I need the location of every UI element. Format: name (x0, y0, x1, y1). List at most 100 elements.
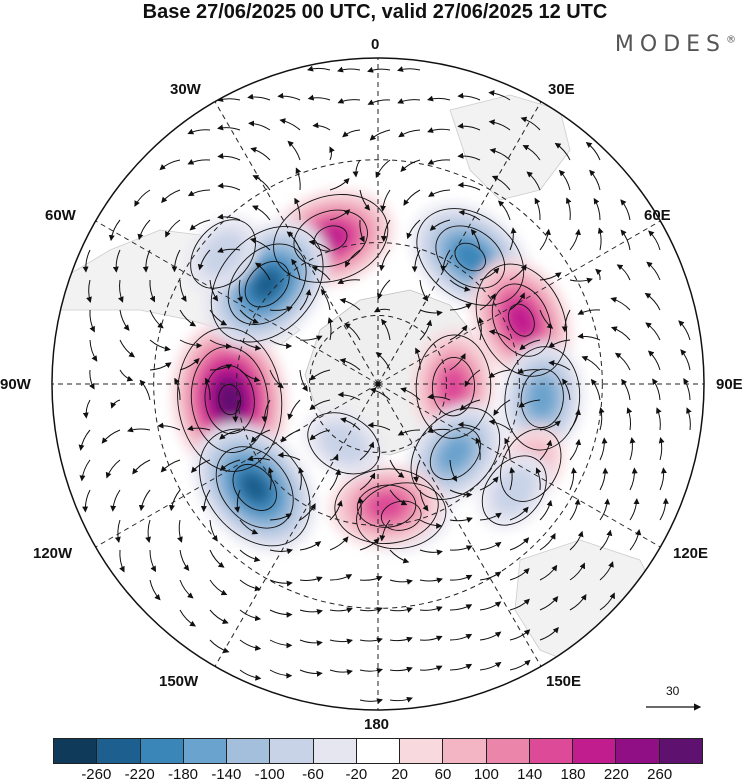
colorbar-tick-label: 100 (473, 766, 499, 783)
wind-vector (127, 426, 151, 433)
wind-vector (267, 467, 274, 491)
wind-vector (389, 549, 410, 564)
wind-vector (299, 608, 323, 615)
lon-label-60w: 60W (45, 207, 76, 224)
wind-vector (189, 219, 211, 231)
wind-vector (277, 452, 301, 461)
meridian-line (377, 220, 661, 385)
anomaly-fill-layer (171, 189, 584, 553)
wind-vector (585, 141, 601, 161)
wind-vector (659, 497, 669, 521)
wind-vector (620, 199, 631, 221)
wind-vector (329, 454, 339, 461)
wind-vector (470, 228, 481, 251)
wind-vector (287, 399, 301, 420)
wind-vector (340, 417, 361, 431)
wind-vector (269, 639, 293, 649)
wind-vector (554, 142, 571, 161)
wind-vector (380, 189, 391, 212)
wind-vector (449, 663, 473, 671)
lon-label-60e: 60E (644, 207, 671, 224)
wind-vector (647, 350, 661, 371)
wind-vector (413, 459, 421, 483)
wind-vector (518, 399, 541, 408)
wind-vector (369, 129, 391, 141)
wind-vector (157, 422, 181, 431)
lon-label-120e: 120E (673, 545, 709, 562)
wind-vector (132, 459, 151, 475)
wind-vector (389, 607, 413, 613)
lon-label-0: 0 (371, 36, 380, 53)
wind-vector (509, 659, 531, 671)
wind-vector (389, 636, 413, 643)
colorbar-tick-label: 140 (517, 766, 543, 783)
meridian-line (214, 383, 379, 667)
colorbar-swatch-5 (270, 739, 314, 763)
anomaly-fill (319, 422, 369, 465)
wind-vector (403, 189, 421, 206)
wind-vector (509, 598, 530, 611)
contour-layer (177, 194, 581, 550)
wind-vector (179, 549, 190, 572)
wind-vector (479, 661, 502, 671)
wind-vector (239, 519, 259, 535)
wind-vector (309, 429, 331, 441)
wind-vector (232, 399, 241, 423)
wind-vector (329, 536, 349, 551)
wind-vector (449, 517, 473, 523)
wind-vector (327, 317, 334, 341)
wind-vector (599, 437, 608, 461)
wind-vector (397, 98, 421, 104)
anomaly-fill (252, 268, 283, 300)
wind-vector (149, 362, 172, 371)
wind-vector (79, 459, 91, 482)
wind-vector (291, 258, 301, 281)
streamfunction-contour (481, 455, 547, 526)
wind-vector (610, 296, 631, 311)
wind-vector (309, 369, 331, 381)
wind-vector (479, 476, 499, 491)
wind-vector (389, 696, 413, 703)
meridian-line (95, 383, 379, 548)
colorbar-swatch-10 (486, 739, 530, 763)
wind-vector (419, 549, 443, 556)
colorbar (53, 738, 703, 764)
anomaly-fill (438, 435, 473, 472)
wind-vector (329, 669, 353, 676)
brand-logo: MODES® (615, 32, 736, 57)
wind-vector (138, 489, 151, 512)
wind-vector (644, 292, 661, 311)
wind-vector (548, 339, 571, 348)
wind-vector (359, 607, 383, 613)
wind-vector (539, 309, 554, 329)
wind-vector (217, 96, 241, 102)
wind-vector (359, 576, 383, 582)
lon-label-30w: 30W (170, 81, 201, 98)
wind-vector (509, 292, 525, 311)
streamfunction-contour (232, 463, 277, 511)
wind-vector (616, 264, 631, 281)
colorbar-swatch-7 (356, 739, 401, 763)
wind-vector (614, 352, 631, 371)
wind-vector (629, 437, 636, 461)
wind-vector (569, 228, 581, 251)
colorbar-swatch-14 (659, 739, 702, 763)
wind-vector (352, 159, 361, 178)
wind-vector (177, 519, 183, 543)
wind-vector (509, 567, 530, 581)
wind-vector (686, 407, 692, 431)
wind-vector (309, 399, 331, 411)
wind-vector (237, 279, 243, 303)
wind-vector (569, 277, 593, 284)
colorbar-swatch-8 (400, 739, 444, 763)
wind-vector (539, 439, 553, 461)
wind-vector (197, 249, 211, 271)
wind-vector (287, 140, 301, 161)
wind-vector (457, 421, 481, 431)
colorbar-swatch-9 (443, 739, 487, 763)
wind-vector (277, 92, 301, 101)
latitude-circle (236, 242, 520, 526)
wind-vector (110, 399, 121, 409)
wind-vector (217, 247, 241, 253)
